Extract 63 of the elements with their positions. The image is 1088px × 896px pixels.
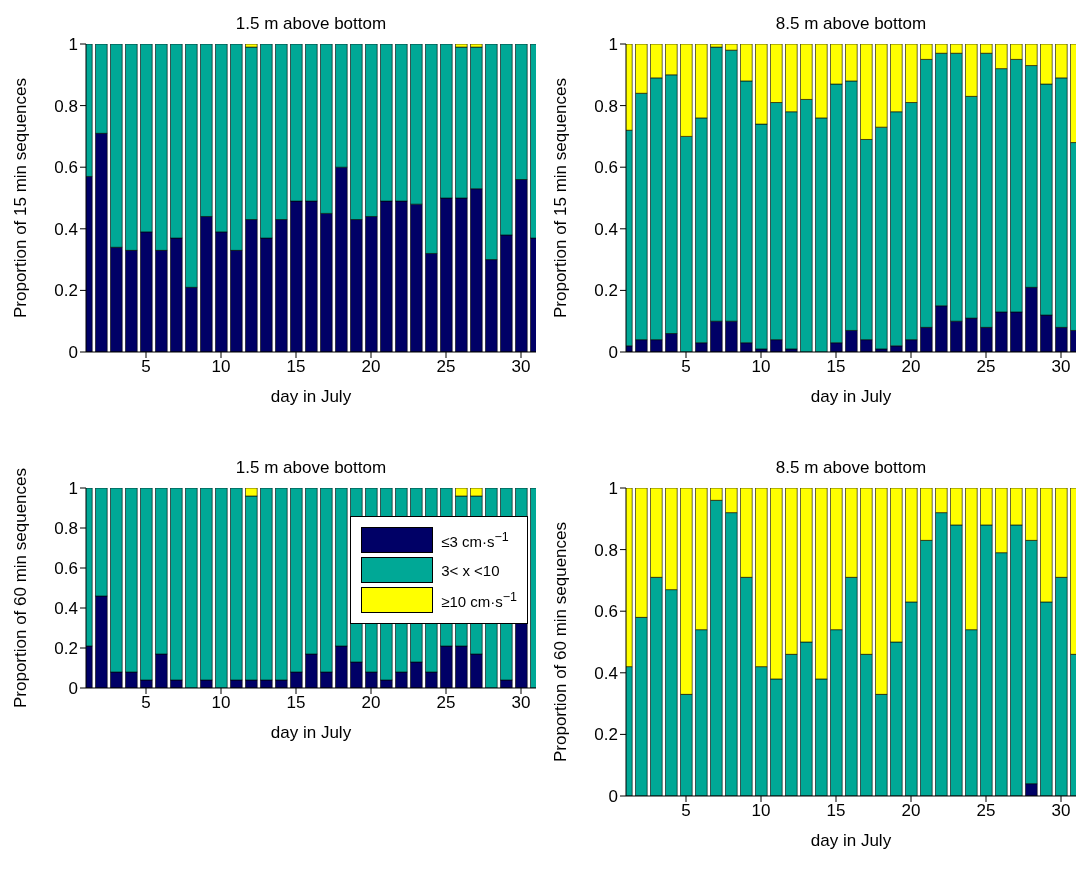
y-tick-label: 0.8 [54, 96, 78, 116]
y-tick-label: 0.8 [54, 519, 78, 539]
x-tick-label: 5 [681, 801, 691, 821]
y-tick-label: 0.2 [594, 725, 618, 745]
x-tick-label: 15 [286, 693, 306, 713]
y-tick-label: 0.8 [594, 540, 618, 560]
y-axis-title: Proportion of 15 min sequences [11, 77, 31, 319]
x-tick-label: 15 [286, 357, 306, 377]
x-tick-label: 30 [1051, 357, 1071, 377]
legend-label: ≤3 cm·s$^{−1}$ [441, 530, 509, 550]
y-tick-label: 0 [608, 787, 618, 807]
y-axis-title: Proportion of 60 min sequences [551, 521, 571, 763]
x-tick-label: 10 [211, 357, 231, 377]
x-tick-label: 25 [436, 357, 456, 377]
y-tick-label: 1 [68, 35, 78, 55]
y-axis-title: Proportion of 15 min sequences [551, 77, 571, 319]
x-tick-label: 5 [141, 693, 151, 713]
chart-title: 1.5 m above bottom [234, 14, 388, 34]
chart-title: 8.5 m above bottom [774, 458, 928, 478]
legend-label: 3< x <10 [441, 561, 500, 579]
y-tick-label: 0.2 [594, 281, 618, 301]
y-tick-label: 0.4 [54, 219, 78, 239]
x-axis-title: day in July [270, 723, 352, 742]
y-tick-label: 0.2 [54, 639, 78, 659]
x-tick-label: 10 [751, 357, 771, 377]
y-tick-label: 1 [608, 479, 618, 499]
x-tick-label: 5 [681, 357, 691, 377]
x-tick-label: 30 [1051, 801, 1071, 821]
y-tick-label: 0.6 [54, 559, 78, 579]
y-tick-label: 0.6 [594, 158, 618, 178]
x-tick-label: 30 [511, 693, 531, 713]
y-axis-title: Proportion of 60 min sequences [11, 467, 31, 709]
y-tick-label: 0.4 [594, 219, 618, 239]
x-tick-label: 5 [141, 357, 151, 377]
x-tick-label: 25 [436, 693, 456, 713]
x-tick-label: 25 [976, 357, 996, 377]
x-tick-label: 30 [511, 357, 531, 377]
y-tick-label: 0 [68, 343, 78, 363]
x-axis-title: day in July [810, 831, 892, 850]
chart-title: 1.5 m above bottom [234, 458, 388, 478]
y-tick-label: 0 [608, 343, 618, 363]
legend-label: ≥10 cm·s$^{−1}$ [441, 590, 517, 610]
y-tick-label: 0.4 [54, 599, 78, 619]
y-tick-label: 0.6 [594, 602, 618, 622]
x-tick-label: 10 [211, 693, 231, 713]
x-axis-title: day in July [270, 387, 352, 406]
x-tick-label: 15 [826, 801, 846, 821]
x-tick-label: 20 [361, 693, 381, 713]
x-tick-label: 25 [976, 801, 996, 821]
y-tick-label: 1 [608, 35, 618, 55]
x-tick-label: 20 [361, 357, 381, 377]
y-tick-label: 1 [68, 479, 78, 499]
x-tick-label: 10 [751, 801, 771, 821]
y-tick-label: 0.6 [54, 158, 78, 178]
y-tick-label: 0.4 [594, 663, 618, 683]
y-tick-label: 0 [68, 679, 78, 699]
x-tick-label: 15 [826, 357, 846, 377]
y-tick-label: 0.8 [594, 96, 618, 116]
x-tick-label: 20 [901, 801, 921, 821]
y-tick-label: 0.2 [54, 281, 78, 301]
x-axis-title: day in July [810, 387, 892, 406]
chart-title: 8.5 m above bottom [774, 14, 928, 34]
x-tick-label: 20 [901, 357, 921, 377]
